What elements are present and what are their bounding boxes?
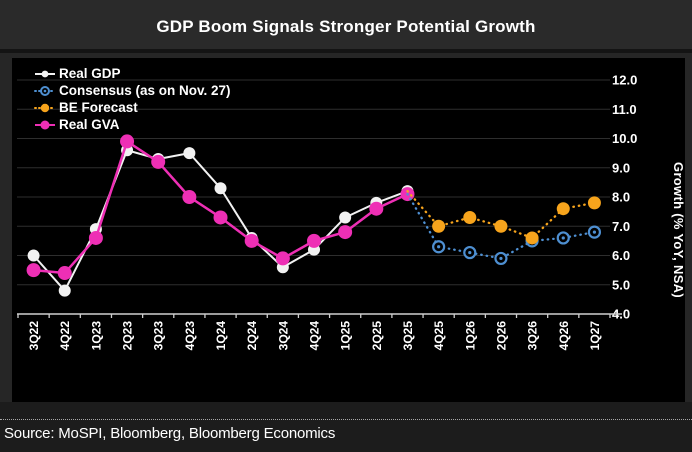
x-axis (17, 313, 622, 318)
svg-text:2Q24: 2Q24 (245, 321, 259, 351)
svg-text:Growth (% YoY, NSA): Growth (% YoY, NSA) (671, 162, 685, 298)
svg-text:4Q26: 4Q26 (557, 321, 571, 351)
series-gva (26, 134, 415, 281)
svg-text:10.0: 10.0 (612, 131, 637, 146)
svg-text:7.0: 7.0 (612, 219, 630, 234)
svg-text:3Q26: 3Q26 (526, 321, 540, 351)
svg-text:1Q25: 1Q25 (339, 321, 353, 351)
source-bar: Source: MoSPI, Bloomberg, Bloomberg Econ… (0, 402, 692, 452)
svg-text:3Q24: 3Q24 (276, 321, 290, 351)
svg-text:4Q25: 4Q25 (432, 321, 446, 351)
legend: Real GDP Consensus (as on Nov. 27) BE Fo… (34, 65, 231, 133)
y-axis-labels: 12.011.010.09.08.07.06.05.04.0 (612, 73, 637, 322)
legend-label: Real GVA (59, 117, 120, 132)
legend-item-real-gdp: Real GDP (34, 65, 231, 82)
svg-text:4Q22: 4Q22 (58, 321, 72, 351)
legend-label: Consensus (as on Nov. 27) (59, 83, 231, 98)
source-text: Source: MoSPI, Bloomberg, Bloomberg Econ… (4, 425, 336, 442)
svg-text:2Q23: 2Q23 (121, 321, 135, 351)
svg-text:3Q22: 3Q22 (27, 321, 41, 351)
svg-text:8.0: 8.0 (612, 190, 630, 205)
svg-text:5.0: 5.0 (612, 277, 630, 292)
consensus-marker-icon (34, 85, 56, 96)
be-forecast-marker-icon (34, 103, 56, 112)
series-be_forecast (406, 189, 601, 245)
svg-text:3Q23: 3Q23 (152, 321, 166, 351)
svg-text:1Q23: 1Q23 (89, 321, 103, 351)
svg-text:1Q24: 1Q24 (214, 321, 228, 351)
svg-text:1Q26: 1Q26 (463, 321, 477, 351)
y-axis-title: Growth (% YoY, NSA) (671, 162, 686, 298)
title-divider (0, 49, 692, 53)
real-gdp-marker-icon (35, 70, 55, 77)
svg-text:2Q25: 2Q25 (370, 321, 384, 351)
svg-text:3Q25: 3Q25 (401, 321, 415, 351)
x-axis-labels: 3Q22 4Q22 1Q23 2Q23 3Q23 4Q23 1Q24 2Q24 3Q24 4Q24… (27, 321, 602, 351)
legend-item-real-gva: Real GVA (34, 116, 231, 133)
chart-panel: 12.0 11.0 10.0 9.0 8.0 7.0 6.0 5.0 4.0 3Q22 4Q22 1Q… (12, 58, 686, 402)
svg-text:2Q26: 2Q26 (494, 321, 508, 351)
svg-text:4Q23: 4Q23 (183, 321, 197, 351)
legend-item-consensus: Consensus (as on Nov. 27) (34, 82, 231, 99)
svg-text:4Q24: 4Q24 (308, 321, 322, 351)
svg-text:9.0: 9.0 (612, 160, 630, 175)
legend-label: BE Forecast (59, 100, 138, 115)
legend-label: Real GDP (59, 66, 121, 81)
real-gva-marker-icon (35, 120, 55, 129)
legend-item-be-forecast: BE Forecast (34, 99, 231, 116)
svg-text:6.0: 6.0 (612, 248, 630, 263)
svg-text:11.0: 11.0 (612, 102, 637, 117)
svg-text:12.0: 12.0 (612, 73, 637, 88)
page-title: GDP Boom Signals Stronger Potential Grow… (156, 17, 536, 36)
svg-text:1Q27: 1Q27 (588, 321, 602, 351)
source-divider (0, 419, 692, 420)
